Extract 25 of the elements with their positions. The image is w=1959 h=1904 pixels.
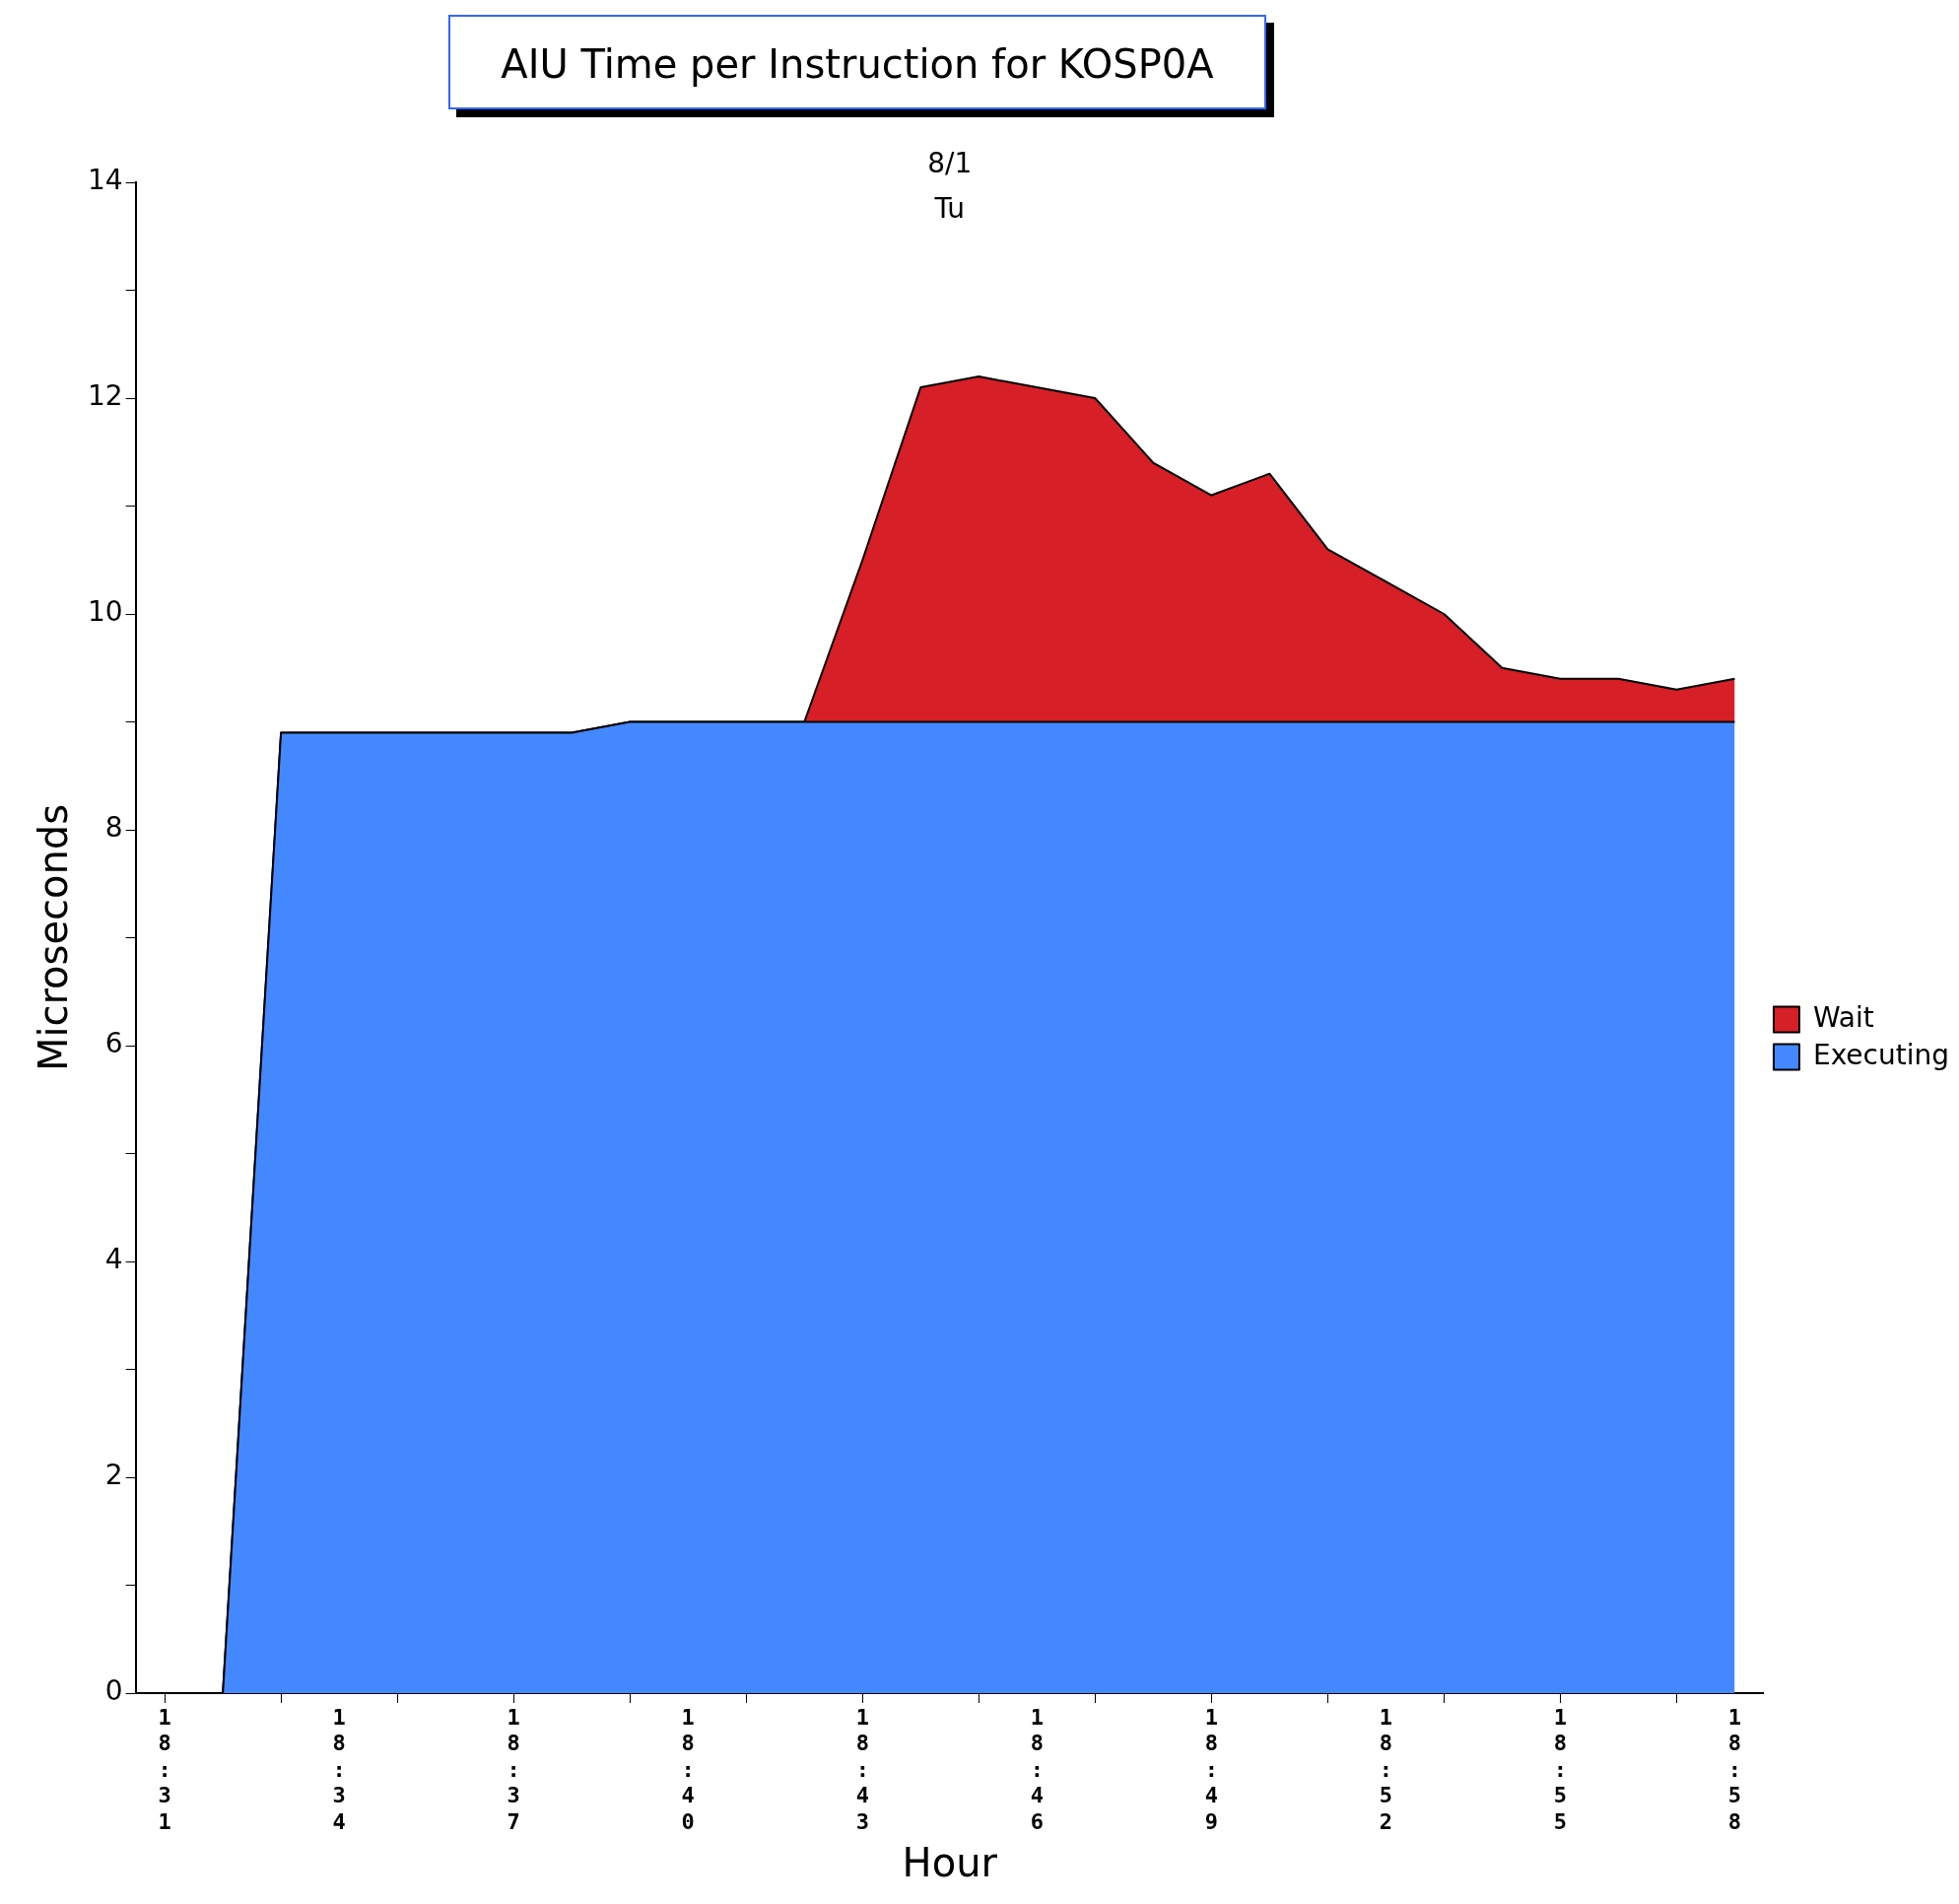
- x-tick-label: 18:31: [158, 1704, 171, 1834]
- x-tick-label: 18:52: [1379, 1704, 1392, 1834]
- annotation: Tu: [933, 192, 966, 225]
- y-axis-title: Microseconds: [31, 803, 77, 1072]
- y-tick-label: 4: [104, 1243, 123, 1276]
- x-tick-label: 18:58: [1727, 1704, 1742, 1834]
- x-tick-label: 18:37: [507, 1704, 520, 1834]
- y-tick-label: 6: [104, 1027, 123, 1060]
- x-tick-label: 18:40: [681, 1704, 695, 1834]
- text: 8/1: [927, 147, 973, 179]
- y-tick-label: 14: [87, 164, 123, 197]
- chart-title: AIU Time per Instruction for KOSP0A: [448, 15, 1266, 109]
- x-tick-label: 18:49: [1204, 1704, 1218, 1834]
- y-tick-label: 10: [87, 595, 123, 629]
- x-tick-label: 18:34: [332, 1704, 346, 1834]
- x-tick-label: 18:46: [1030, 1704, 1044, 1834]
- x-tick-label: 18:43: [855, 1704, 869, 1834]
- legend-label: Wait: [1812, 1000, 1874, 1034]
- y-tick-label: 8: [104, 811, 123, 845]
- y-tick-label: 12: [87, 379, 123, 413]
- x-axis-title: Hour: [902, 1840, 998, 1886]
- x-tick-label: 18:55: [1553, 1704, 1568, 1834]
- y-tick-label: 2: [104, 1459, 123, 1492]
- legend-label: Executing: [1812, 1038, 1949, 1071]
- y-tick-label: 0: [104, 1674, 123, 1708]
